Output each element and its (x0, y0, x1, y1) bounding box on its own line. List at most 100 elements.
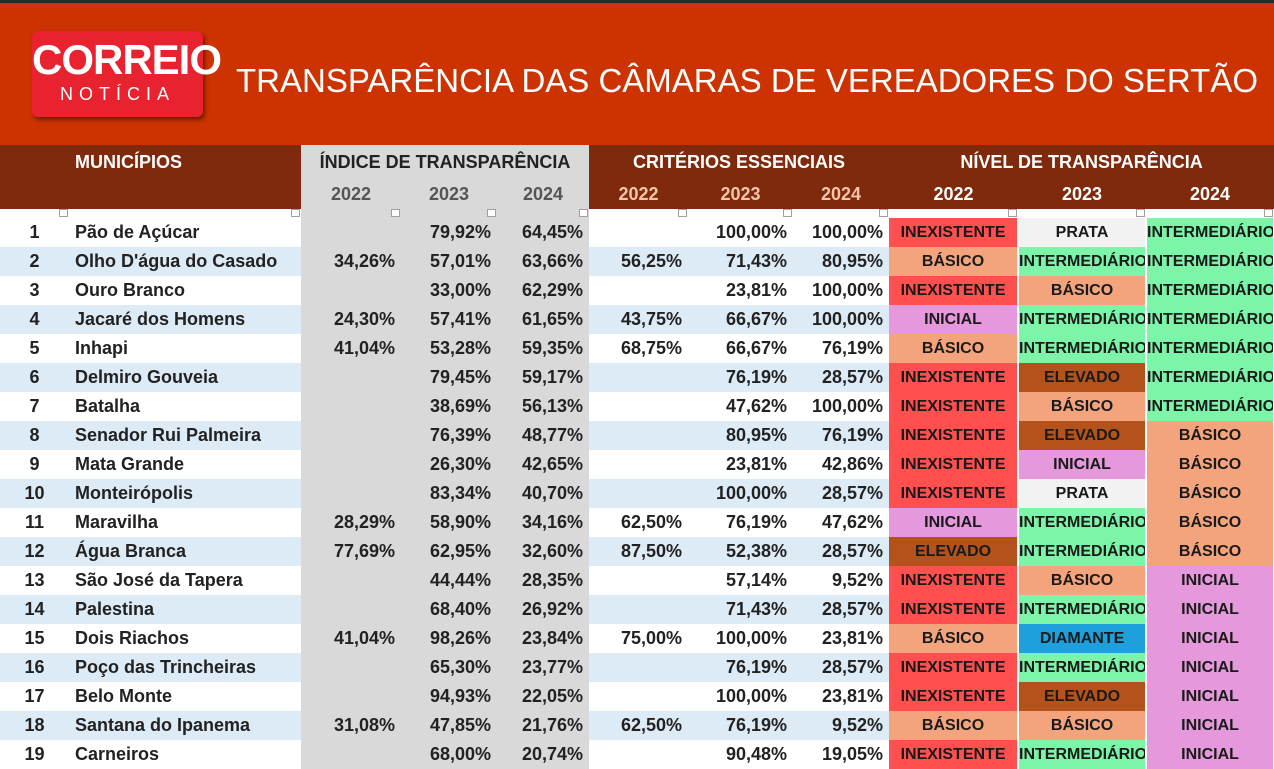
municipio-cell: Monteirópolis (69, 479, 301, 508)
nivel-badge: BÁSICO (1146, 537, 1274, 566)
table-row: 17 Belo Monte 94,93% 22,05% 100,00% 23,81% INE… (0, 682, 1274, 711)
filter-dropdown-button[interactable] (1008, 209, 1018, 217)
rank-cell: 17 (24, 686, 45, 706)
indice-cell: 42,65% (497, 450, 589, 479)
filter-dropdown-button[interactable] (579, 209, 588, 217)
indice-cell (301, 595, 401, 624)
indice-cell (301, 479, 401, 508)
criterios-cell: 87,50% (589, 537, 688, 566)
municipio-cell: Jacaré dos Homens (69, 305, 301, 334)
criterios-cell: 100,00% (793, 305, 890, 334)
indice-cell: 98,26% (401, 624, 497, 653)
nivel-badge: INICIAL (1018, 450, 1148, 479)
municipio-cell: Mata Grande (75, 454, 185, 474)
criterios-year-2024: 2024 (793, 179, 890, 209)
indice-cell: 23,84% (497, 624, 589, 653)
criterios-cell: 80,95% (688, 421, 793, 450)
nivel-badge: INEXISTENTE (889, 566, 1020, 595)
indice-header: ÍNDICE DE TRANSPARÊNCIA (301, 145, 589, 179)
indice-cell: 28,29% (301, 508, 401, 537)
criterios-cell (589, 595, 688, 624)
indice-cell (301, 740, 401, 769)
table-row: 7 Batalha 38,69% 56,13% 47,62% 100,00% INEXIST… (0, 392, 1274, 421)
rank-cell: 18 (0, 711, 69, 740)
municipio-cell: Água Branca (69, 537, 301, 566)
criterios-cell: 56,25% (589, 247, 688, 276)
indice-cell: 57,41% (401, 305, 497, 334)
indice-cell: 65,30% (401, 653, 497, 682)
nivel-badge: BÁSICO (889, 247, 1020, 276)
filter-dropdown-button[interactable] (391, 209, 400, 217)
nivel-badge: INTERMEDIÁRIO (1018, 247, 1148, 276)
indice-cell: 76,39% (401, 421, 497, 450)
filter-dropdown-button[interactable] (678, 209, 687, 217)
nivel-badge: INTERMEDIÁRIO (1146, 334, 1274, 363)
nivel-badge: ELEVADO (1018, 421, 1148, 450)
indice-cell: 33,00% (401, 276, 497, 305)
indice-cell: 23,77% (497, 653, 589, 682)
criterios-cell: 100,00% (811, 222, 884, 242)
filter-dropdown-button[interactable] (783, 209, 792, 217)
nivel-badge: BÁSICO (889, 334, 1020, 363)
table-row: 18 Santana do Ipanema 31,08% 47,85% 21,76% 62… (0, 711, 1274, 740)
criterios-cell (589, 218, 688, 247)
municipio-cell: Delmiro Gouveia (69, 363, 301, 392)
nivel-badge: BÁSICO (889, 711, 1020, 740)
indice-cell: 94,93% (401, 682, 497, 711)
municipio-cell: Poço das Trincheiras (69, 653, 301, 682)
nivel-year-2024: 2024 (1146, 179, 1274, 209)
rank-cell: 16 (0, 653, 69, 682)
filter-dropdown-button[interactable] (879, 209, 889, 217)
transparency-table: MUNICÍPIOS ÍNDICE DE TRANSPARÊNCIA CRITÉ… (0, 145, 1274, 769)
filter-dropdown-button[interactable] (487, 209, 496, 217)
indice-cell: 28,35% (497, 566, 589, 595)
indice-cell: 64,45% (497, 218, 589, 247)
criterios-cell: 76,19% (793, 421, 890, 450)
criterios-cell: 23,81% (725, 280, 787, 300)
table-row: 8 Senador Rui Palmeira 76,39% 48,77% 80,95% 7… (0, 421, 1274, 450)
rank-cell: 5 (29, 338, 40, 358)
indice-cell: 21,76% (497, 711, 589, 740)
filter-dropdown-button[interactable] (291, 209, 300, 217)
criterios-cell: 28,57% (793, 537, 890, 566)
nivel-year-2023: 2023 (1018, 179, 1147, 209)
year-header-row: 2022 2023 2024 2022 2023 2024 2022 2023 … (0, 179, 1274, 209)
nivel-badge: INTERMEDIÁRIO (1146, 276, 1274, 305)
filter-dropdown-button[interactable] (1136, 209, 1146, 217)
criterios-cell: 28,57% (793, 363, 890, 392)
criterios-cell: 62,50% (589, 711, 688, 740)
filter-dropdown-button[interactable] (59, 209, 68, 217)
nivel-badge: INTERMEDIÁRIO (1018, 537, 1148, 566)
municipio-cell: São José da Tapera (75, 570, 243, 590)
table-row: 13 São José da Tapera 44,44% 28,35% 57,14% 9,… (0, 566, 1274, 595)
criterios-cell: 100,00% (811, 280, 884, 300)
table-row: 4 Jacaré dos Homens 24,30% 57,41% 61,65% 43,7… (0, 305, 1274, 334)
nivel-badge: INEXISTENTE (889, 218, 1020, 247)
criterios-cell: 100,00% (715, 628, 787, 648)
criterios-cell (589, 450, 688, 479)
criterios-cell (589, 682, 688, 711)
indice-cell: 59,17% (497, 363, 589, 392)
criterios-cell: 9,52% (831, 570, 884, 590)
table-row: 1 Pão de Açúcar 79,92% 64,45% 100,00% 100,00%… (0, 218, 1274, 247)
indice-cell (301, 653, 401, 682)
indice-cell: 24,30% (301, 305, 401, 334)
filter-dropdown-button[interactable] (1264, 209, 1274, 217)
group-header-row: MUNICÍPIOS ÍNDICE DE TRANSPARÊNCIA CRITÉ… (0, 145, 1274, 179)
nivel-badge: INICIAL (1146, 566, 1274, 595)
municipio-cell: Palestina (69, 595, 301, 624)
criterios-cell: 43,75% (589, 305, 688, 334)
indice-cell: 20,74% (497, 740, 589, 769)
municipio-cell: Carneiros (75, 744, 160, 764)
table-row: 16 Poço das Trincheiras 65,30% 23,77% 76,19%… (0, 653, 1274, 682)
municipio-cell: Pão de Açúcar (75, 222, 200, 242)
municipio-cell: Batalha (75, 396, 141, 416)
indice-cell: 63,66% (497, 247, 589, 276)
nivel-badge: INICIAL (889, 508, 1020, 537)
municipio-cell: Santana do Ipanema (69, 711, 301, 740)
criterios-cell: 68,75% (620, 338, 682, 358)
nivel-badge: BÁSICO (1146, 421, 1274, 450)
criterios-cell: 23,81% (821, 628, 884, 648)
indice-cell: 34,16% (497, 508, 589, 537)
indice-cell: 57,01% (401, 247, 497, 276)
